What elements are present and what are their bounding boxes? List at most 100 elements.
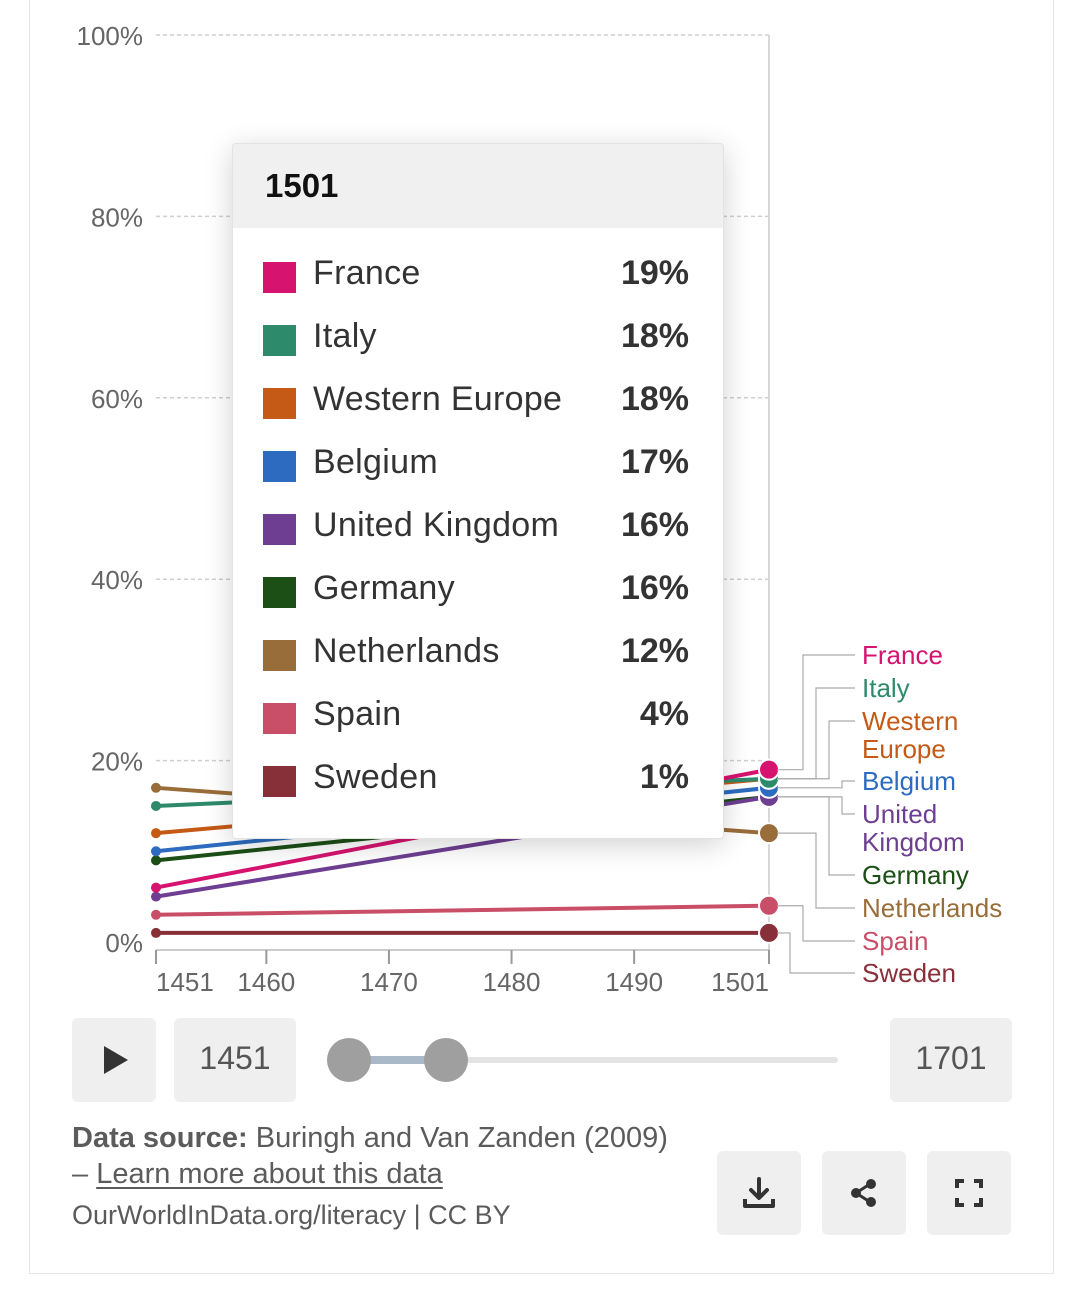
series-start-point [151,882,161,893]
fullscreen-button[interactable] [927,1151,1011,1235]
timeline-end-text: 1701 [915,1040,987,1076]
tooltip-name: United Kingdom [313,506,560,544]
tooltip-row: Spain 4% [263,693,689,743]
tooltip-swatch [263,703,296,734]
tooltip-name: Italy [313,317,377,355]
y-tick-label: 100% [77,21,144,51]
series-label: Belgium [862,766,956,796]
label-connector [777,832,855,909]
tooltip-title: 1501 [233,144,723,228]
tooltip-swatch [263,766,296,797]
share-icon [851,1179,876,1207]
x-tick-label: 1470 [360,967,418,997]
tooltip-row: United Kingdom 16% [263,504,689,554]
series-label: Germany [862,860,969,890]
tooltip-value: 16% [620,569,689,607]
x-tick-label: 1490 [605,967,663,997]
series-label: Western Europe [862,706,958,764]
tooltip-swatch [263,325,296,356]
tooltip-row: Netherlands 12% [263,630,689,680]
tooltip-value: 16% [620,506,689,544]
series-end-point [758,894,780,917]
series-label: Netherlands [862,893,1002,923]
tooltip-value: 12% [620,632,689,670]
download-icon [743,1177,775,1208]
tooltip-row: Germany 16% [263,567,689,617]
x-tick-label: 1460 [237,967,295,997]
tooltip-swatch [263,514,296,545]
tooltip-value: 19% [620,254,689,292]
play-button[interactable] [72,1018,156,1102]
tooltip-name: France [313,254,421,292]
download-button[interactable] [717,1151,801,1235]
label-connector [777,905,855,942]
y-tick-label: 20% [91,747,143,777]
tooltip-row: Western Europe 18% [263,378,689,428]
tooltip-name: Germany [313,569,455,607]
series-end-point [758,822,780,845]
learn-more-link[interactable]: Learn more about this data [96,1158,443,1190]
series-label: Italy [862,673,910,703]
timeline-track[interactable] [350,1057,838,1063]
play-icon [104,1046,128,1074]
source-text: Buringh and Van Zanden (2009) – [72,1122,668,1190]
series-start-point [151,927,161,938]
tooltip-name: Sweden [313,758,438,796]
fullscreen-icon [955,1179,983,1207]
tooltip-swatch [263,451,296,482]
label-connector [777,720,855,780]
series-end-point [758,758,780,781]
series-label: Sweden [862,958,956,988]
label-connector [777,796,855,815]
series-start-point [151,846,161,857]
series-line [155,903,770,917]
tooltip-swatch [263,577,296,608]
share-button[interactable] [822,1151,906,1235]
tooltip-swatch [263,640,296,671]
tooltip-row: Belgium 17% [263,441,689,491]
x-tick-label: 1480 [483,967,541,997]
series-label: France [862,640,943,670]
y-tick-label: 0% [105,928,143,958]
tooltip-value: 1% [639,758,689,796]
x-tick-label: 1501 [711,967,769,997]
timeline-selected-range [350,1056,446,1064]
label-connector [777,780,855,789]
tooltip-value: 18% [620,317,689,355]
y-tick-label: 40% [91,565,143,595]
tooltip-row: France 19% [263,252,689,302]
tooltip-value: 18% [620,380,689,418]
url-license: OurWorldInData.org/literacy | CC BY [72,1200,511,1230]
series-start-point [151,855,161,866]
tooltip-swatch [263,388,296,419]
data-source: Data source: Buringh and Van Zanden (200… [72,1120,692,1192]
timeline-start-handle[interactable] [327,1038,371,1082]
label-connector [777,654,855,771]
tooltip-row: Italy 18% [263,315,689,365]
timeline-start-label[interactable]: 1451 [174,1018,296,1102]
tooltip: 1501 France 19% Italy 18% Western Europe 18% B… [232,143,724,839]
tooltip-name: Belgium [313,443,438,481]
timeline-end-label[interactable]: 1701 [890,1018,1012,1102]
tooltip-name: Netherlands [313,632,500,670]
series-label: Spain [862,926,929,956]
series-start-point [151,782,161,793]
tooltip-row: Sweden 1% [263,756,689,806]
source-label: Data source: [72,1122,248,1154]
series-end-point [758,921,780,944]
tooltip-name: Spain [313,695,402,733]
label-connector [777,932,855,974]
series-start-point [151,891,161,902]
timeline-start-text: 1451 [199,1040,271,1076]
series-start-point [151,800,161,811]
x-tick-label: 1451 [156,967,214,997]
label-connector [777,796,855,876]
y-tick-label: 80% [91,202,143,232]
tooltip-name: Western Europe [313,380,563,418]
label-connector [777,687,855,780]
tooltip-value: 17% [620,443,689,481]
series-start-point [151,909,161,920]
series-label: United Kingdom [862,799,965,857]
timeline-end-handle[interactable] [424,1038,468,1082]
y-tick-label: 60% [91,384,143,414]
